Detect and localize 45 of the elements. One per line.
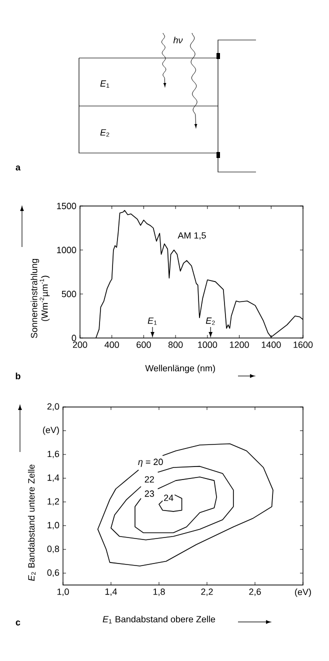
annotation: AM 1,5 — [178, 232, 206, 240]
x-axis-title: E$_{1}$ Bandabstand obere Zelle — [102, 616, 216, 624]
y-tick-label: 1,4 — [48, 474, 60, 482]
series-label: 22 — [144, 476, 154, 483]
x-tick-label: 400 — [104, 342, 120, 348]
text: c — [16, 620, 20, 626]
x-tick-label: 1,4 — [105, 588, 117, 596]
y-tick-label: 2,0 — [47, 403, 60, 411]
line-series — [110, 466, 234, 540]
series-label: 23 — [144, 490, 154, 497]
y-tick-label: 0,6 — [47, 569, 60, 577]
text: a — [16, 166, 21, 170]
y-tick-label: 0,8 — [47, 546, 60, 554]
y-tick-label: (eV) — [43, 426, 59, 435]
text: hν — [173, 36, 183, 44]
annotation: E$_{1}$ — [148, 318, 157, 325]
text: E$_{2}$ — [100, 129, 110, 137]
x-tick-label: 2,6 — [249, 588, 261, 596]
line-series — [97, 443, 274, 566]
line-series — [158, 494, 182, 512]
x-tick-label: 1400 — [262, 342, 281, 348]
line-series — [134, 476, 217, 534]
y-tick-label: 500 — [62, 290, 76, 298]
series-label: 24 — [164, 494, 174, 501]
x-tick-label: 1000 — [198, 342, 218, 348]
x-axis-title: Wellenlänge (nm) — [145, 364, 215, 374]
x-tick-label: (eV) — [295, 588, 311, 597]
x-tick-label: 1200 — [230, 342, 249, 348]
x-tick-label: 200 — [72, 342, 88, 348]
x-tick-label: 2,2 — [201, 588, 213, 596]
annotation: E$_{2}$ — [206, 318, 215, 325]
y-tick-label: 1500 — [57, 202, 76, 210]
x-tick-label: 1,8 — [153, 588, 165, 596]
x-tick-label: 1600 — [294, 342, 313, 348]
text: E$_{1}$ — [100, 80, 110, 88]
y-tick-label: 1,0 — [48, 522, 60, 530]
text: b — [16, 372, 20, 380]
series-label: η = 20 — [138, 458, 163, 467]
x-tick-label: 800 — [168, 342, 183, 348]
y-tick-label: 1,2 — [48, 498, 60, 506]
y-axis-title: E$_{2}$ Bandabstand untere Zelle — [28, 464, 36, 581]
y-tick-label: 1,6 — [48, 450, 60, 458]
x-tick-label: 600 — [136, 342, 151, 348]
y-tick-label: 1000 — [57, 246, 76, 254]
y-tick-label: 0 — [72, 334, 76, 342]
